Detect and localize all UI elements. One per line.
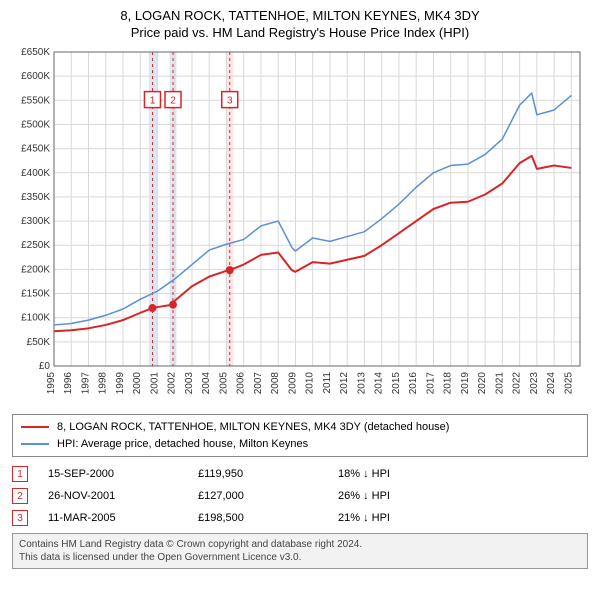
title-subtitle: Price paid vs. HM Land Registry's House …	[10, 25, 590, 40]
svg-text:2021: 2021	[494, 372, 505, 395]
svg-text:2010: 2010	[305, 372, 316, 395]
svg-text:£0: £0	[39, 361, 51, 372]
svg-text:£250K: £250K	[21, 240, 50, 251]
title-block: 8, LOGAN ROCK, TATTENHOE, MILTON KEYNES,…	[10, 8, 590, 40]
svg-text:1995: 1995	[46, 372, 57, 395]
legend-row-property: 8, LOGAN ROCK, TATTENHOE, MILTON KEYNES,…	[21, 419, 579, 436]
title-address: 8, LOGAN ROCK, TATTENHOE, MILTON KEYNES,…	[10, 8, 590, 23]
svg-text:2: 2	[170, 96, 176, 107]
svg-text:£400K: £400K	[21, 168, 50, 179]
svg-text:2002: 2002	[167, 372, 178, 395]
svg-text:2025: 2025	[563, 372, 574, 395]
legend-row-hpi: HPI: Average price, detached house, Milt…	[21, 436, 579, 453]
svg-text:2012: 2012	[339, 372, 350, 395]
sale-date-1: 15-SEP-2000	[48, 468, 198, 480]
sale-price-3: £198,500	[198, 512, 338, 524]
svg-text:2001: 2001	[149, 372, 160, 395]
svg-text:£350K: £350K	[21, 192, 50, 203]
svg-text:2020: 2020	[477, 372, 488, 395]
chart-area: 1 2 3 £0 £50K £100K £150K £200K £250K £300K £350K £…	[10, 46, 590, 406]
svg-text:1997: 1997	[80, 372, 91, 395]
legend-box: 8, LOGAN ROCK, TATTENHOE, MILTON KEYNES,…	[12, 414, 588, 457]
svg-text:£300K: £300K	[21, 216, 50, 227]
sales-table: 1 15-SEP-2000 £119,950 18% ↓ HPI 2 26-NO…	[12, 463, 588, 529]
sale-marker-1: 1	[12, 466, 28, 482]
chart-svg: 1 2 3 £0 £50K £100K £150K £200K £250K £300K £350K £…	[10, 46, 590, 406]
legend-swatch-property	[21, 426, 49, 428]
svg-text:2009: 2009	[287, 372, 298, 395]
legend-swatch-hpi	[21, 443, 49, 445]
svg-text:2006: 2006	[236, 372, 247, 395]
svg-text:2013: 2013	[356, 372, 367, 395]
sale-price-2: £127,000	[198, 490, 338, 502]
sale-price-1: £119,950	[198, 468, 338, 480]
footer-attribution: Contains HM Land Registry data © Crown c…	[12, 533, 588, 569]
svg-text:2003: 2003	[184, 372, 195, 395]
svg-text:2005: 2005	[218, 372, 229, 395]
svg-text:1999: 1999	[115, 372, 126, 395]
svg-text:2011: 2011	[322, 372, 333, 394]
svg-text:2008: 2008	[270, 372, 281, 395]
svg-text:1996: 1996	[63, 372, 74, 395]
svg-text:2017: 2017	[425, 372, 436, 395]
legend-label-hpi: HPI: Average price, detached house, Milt…	[57, 436, 308, 453]
svg-text:£100K: £100K	[21, 313, 50, 324]
sale-diff-1: 18% ↓ HPI	[338, 468, 478, 480]
svg-text:£50K: £50K	[27, 337, 51, 348]
legend-label-property: 8, LOGAN ROCK, TATTENHOE, MILTON KEYNES,…	[57, 419, 449, 436]
sale-date-2: 26-NOV-2001	[48, 490, 198, 502]
svg-text:£200K: £200K	[21, 264, 50, 275]
svg-text:2023: 2023	[529, 372, 540, 395]
svg-text:2000: 2000	[132, 372, 143, 395]
svg-text:2024: 2024	[546, 372, 557, 395]
sale-row-1: 1 15-SEP-2000 £119,950 18% ↓ HPI	[12, 463, 588, 485]
svg-text:£600K: £600K	[21, 71, 50, 82]
sale-diff-3: 21% ↓ HPI	[338, 512, 478, 524]
svg-text:£650K: £650K	[21, 47, 50, 58]
svg-text:1998: 1998	[98, 372, 109, 395]
svg-text:2004: 2004	[201, 372, 212, 395]
svg-text:2019: 2019	[460, 372, 471, 395]
svg-text:£450K: £450K	[21, 144, 50, 155]
sale-date-3: 11-MAR-2005	[48, 512, 198, 524]
svg-text:3: 3	[227, 96, 233, 107]
svg-text:2007: 2007	[253, 372, 264, 395]
sale-marker-2: 2	[12, 488, 28, 504]
chart-container: 8, LOGAN ROCK, TATTENHOE, MILTON KEYNES,…	[0, 0, 600, 575]
svg-text:2022: 2022	[512, 372, 523, 395]
svg-text:2015: 2015	[391, 372, 402, 395]
svg-text:1: 1	[150, 96, 156, 107]
svg-text:2018: 2018	[443, 372, 454, 395]
svg-text:£500K: £500K	[21, 119, 50, 130]
footer-line-1: Contains HM Land Registry data © Crown c…	[19, 538, 581, 551]
sale-marker-3: 3	[12, 510, 28, 526]
svg-text:2014: 2014	[374, 372, 385, 395]
sale-row-3: 3 11-MAR-2005 £198,500 21% ↓ HPI	[12, 507, 588, 529]
sale-row-2: 2 26-NOV-2001 £127,000 26% ↓ HPI	[12, 485, 588, 507]
svg-text:£550K: £550K	[21, 95, 50, 106]
sale-diff-2: 26% ↓ HPI	[338, 490, 478, 502]
svg-text:£150K: £150K	[21, 289, 50, 300]
svg-text:2016: 2016	[408, 372, 419, 395]
footer-line-2: This data is licensed under the Open Gov…	[19, 551, 581, 564]
